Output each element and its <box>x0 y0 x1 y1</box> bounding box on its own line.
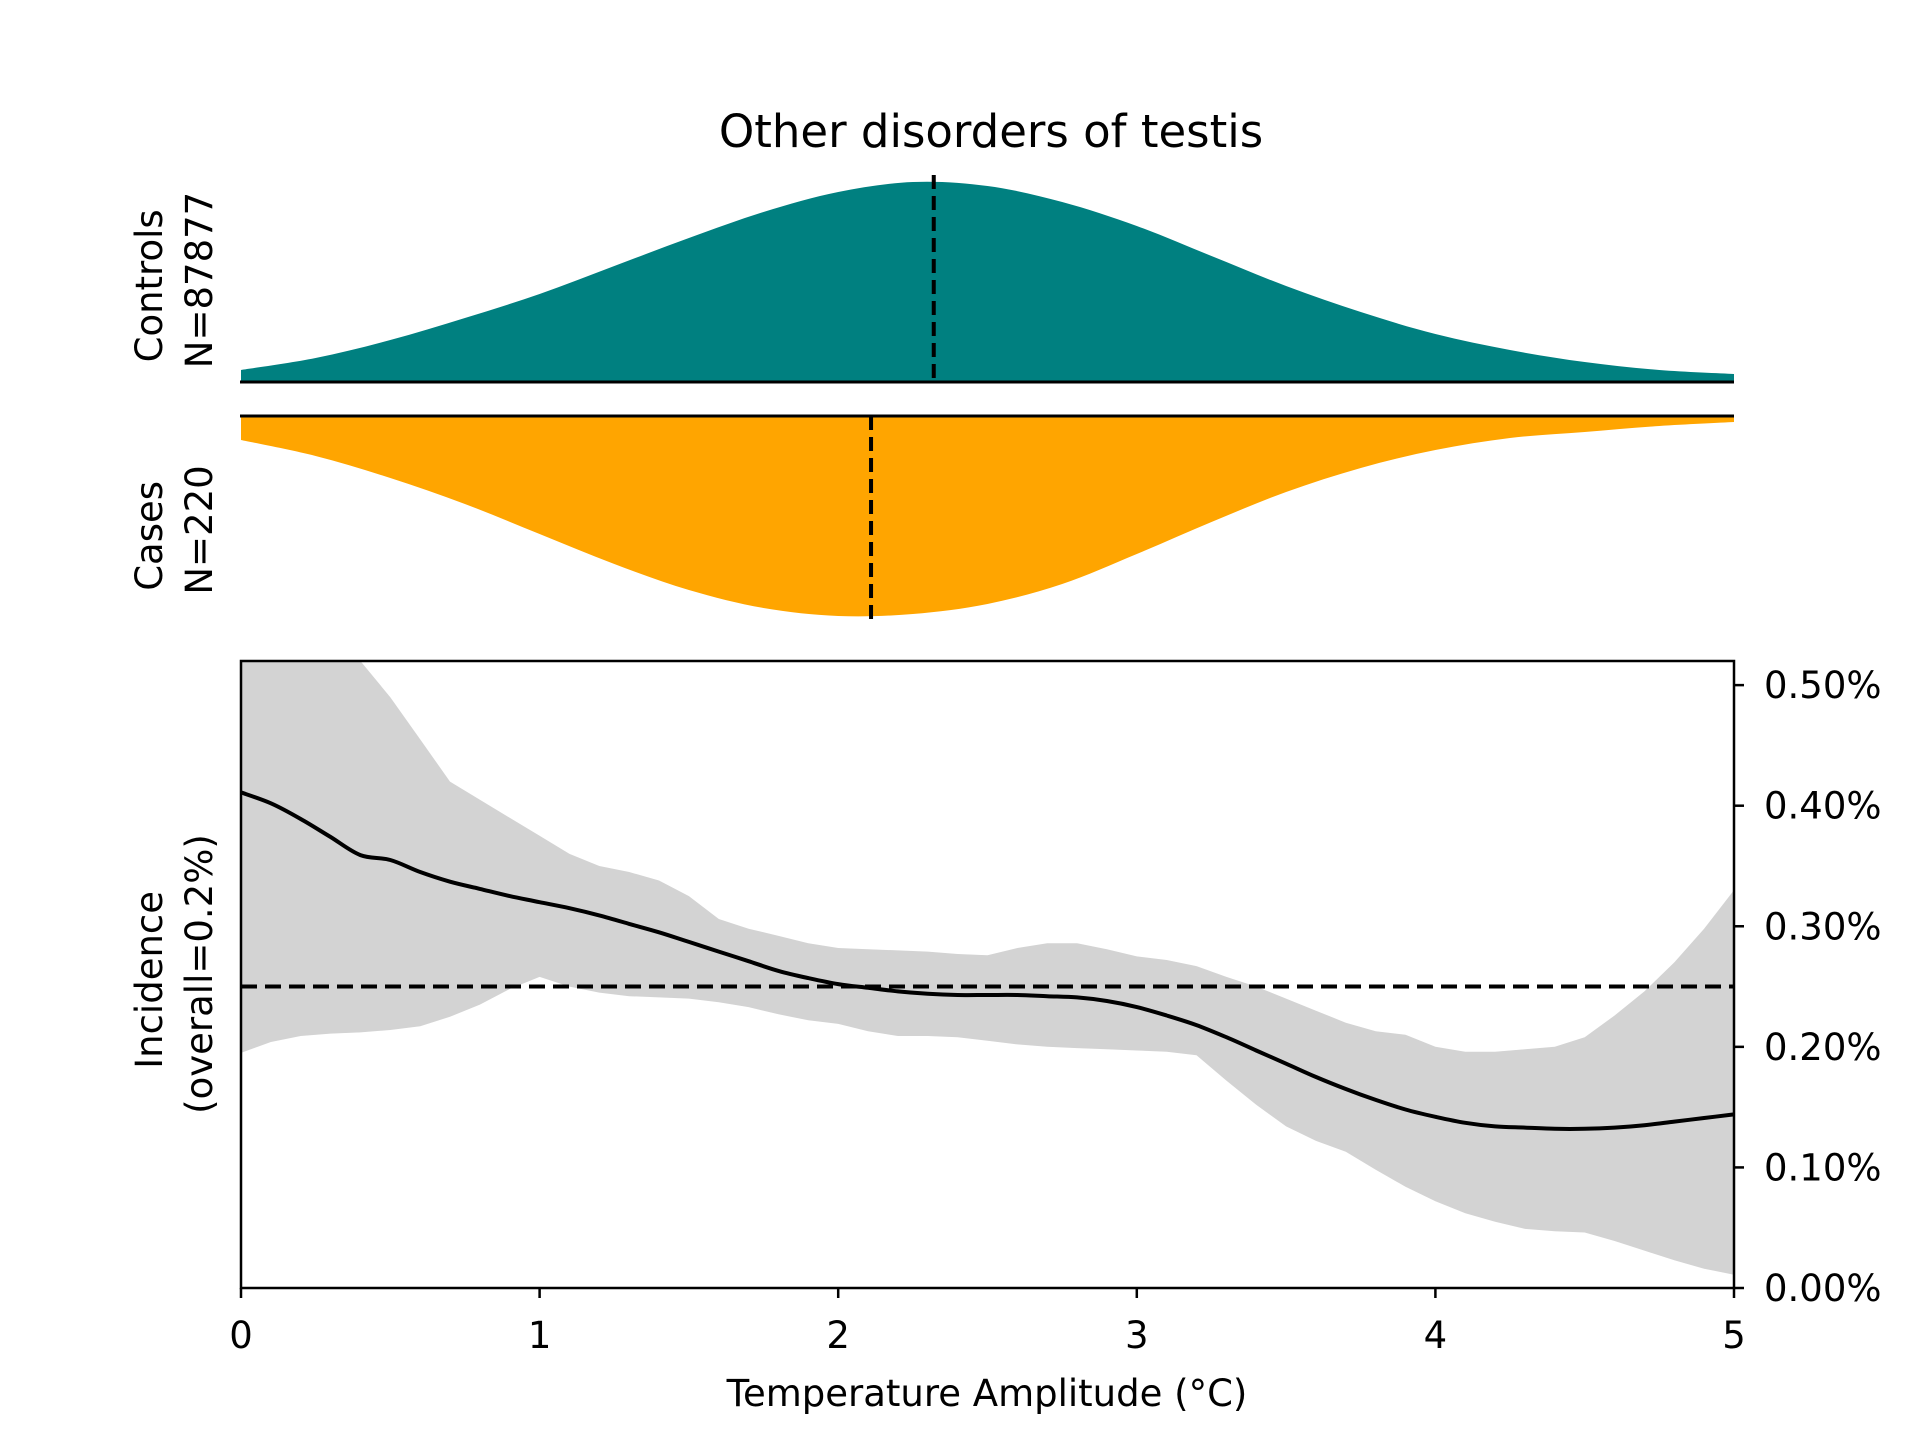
controls-ylabel-line1: Controls <box>128 209 171 362</box>
incidence-ylabel-line1: Incidence <box>128 891 171 1069</box>
cases-ylabel-line2: N=220 <box>178 465 221 594</box>
x-axis: 0 1 2 3 4 5 <box>229 1288 1746 1357</box>
y-tick-label: 0.00% <box>1764 1267 1882 1310</box>
y-tick-label: 0.40% <box>1764 785 1882 828</box>
incidence-panel: 0 1 2 3 4 5 0.00% 0.10% 0.20% 0.30% 0.40% 0.50% Te… <box>128 659 1882 1415</box>
x-tick-label: 0 <box>229 1314 253 1357</box>
incidence-line <box>240 790 1735 1131</box>
controls-density-panel: Controls N=87877 <box>128 175 1734 384</box>
incidence-ylabel: Incidence (overall=0.2%) <box>128 834 221 1114</box>
cases-density-area <box>241 416 1734 617</box>
x-tick-label: 2 <box>826 1314 850 1357</box>
x-axis-label: Temperature Amplitude (°C) <box>726 1372 1248 1415</box>
x-tick-label: 5 <box>1722 1314 1746 1357</box>
y-axis-right: 0.00% 0.10% 0.20% 0.30% 0.40% 0.50% <box>1734 664 1882 1310</box>
incidence-ylabel-line2: (overall=0.2%) <box>178 834 221 1114</box>
y-tick-label: 0.50% <box>1764 664 1882 707</box>
cases-ylabel: Cases N=220 <box>128 465 221 594</box>
confidence-band <box>241 661 1734 1275</box>
y-tick-label: 0.30% <box>1764 905 1882 948</box>
controls-density-area <box>241 181 1734 382</box>
x-tick-label: 4 <box>1424 1314 1448 1357</box>
x-tick-label: 1 <box>528 1314 552 1357</box>
cases-density-panel: Cases N=220 <box>128 414 1734 625</box>
cases-ylabel-line1: Cases <box>128 481 171 591</box>
y-tick-label: 0.20% <box>1764 1026 1882 1069</box>
incidence-frame <box>239 659 1736 1290</box>
x-tick-label: 3 <box>1125 1314 1149 1357</box>
chart-title: Other disorders of testis <box>719 105 1263 158</box>
controls-ylabel: Controls N=87877 <box>128 192 221 368</box>
y-tick-label: 0.10% <box>1764 1146 1882 1189</box>
controls-ylabel-line2: N=87877 <box>178 192 221 368</box>
